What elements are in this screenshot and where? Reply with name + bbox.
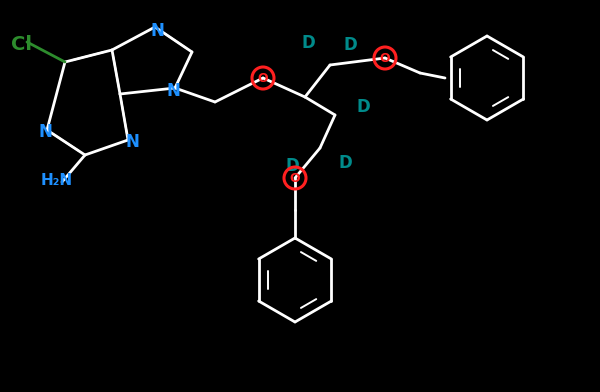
Text: N: N — [166, 82, 180, 100]
Text: O: O — [257, 71, 268, 85]
Text: D: D — [356, 98, 370, 116]
Text: N: N — [125, 133, 139, 151]
Text: O: O — [380, 51, 391, 65]
Text: Cl: Cl — [11, 34, 32, 53]
Text: N: N — [150, 22, 164, 40]
Text: D: D — [343, 36, 357, 54]
Text: N: N — [38, 123, 52, 141]
Text: O: O — [290, 172, 301, 185]
Text: D: D — [338, 154, 352, 172]
Text: H₂N: H₂N — [41, 172, 73, 187]
Text: D: D — [285, 157, 299, 175]
Text: D: D — [301, 34, 315, 52]
